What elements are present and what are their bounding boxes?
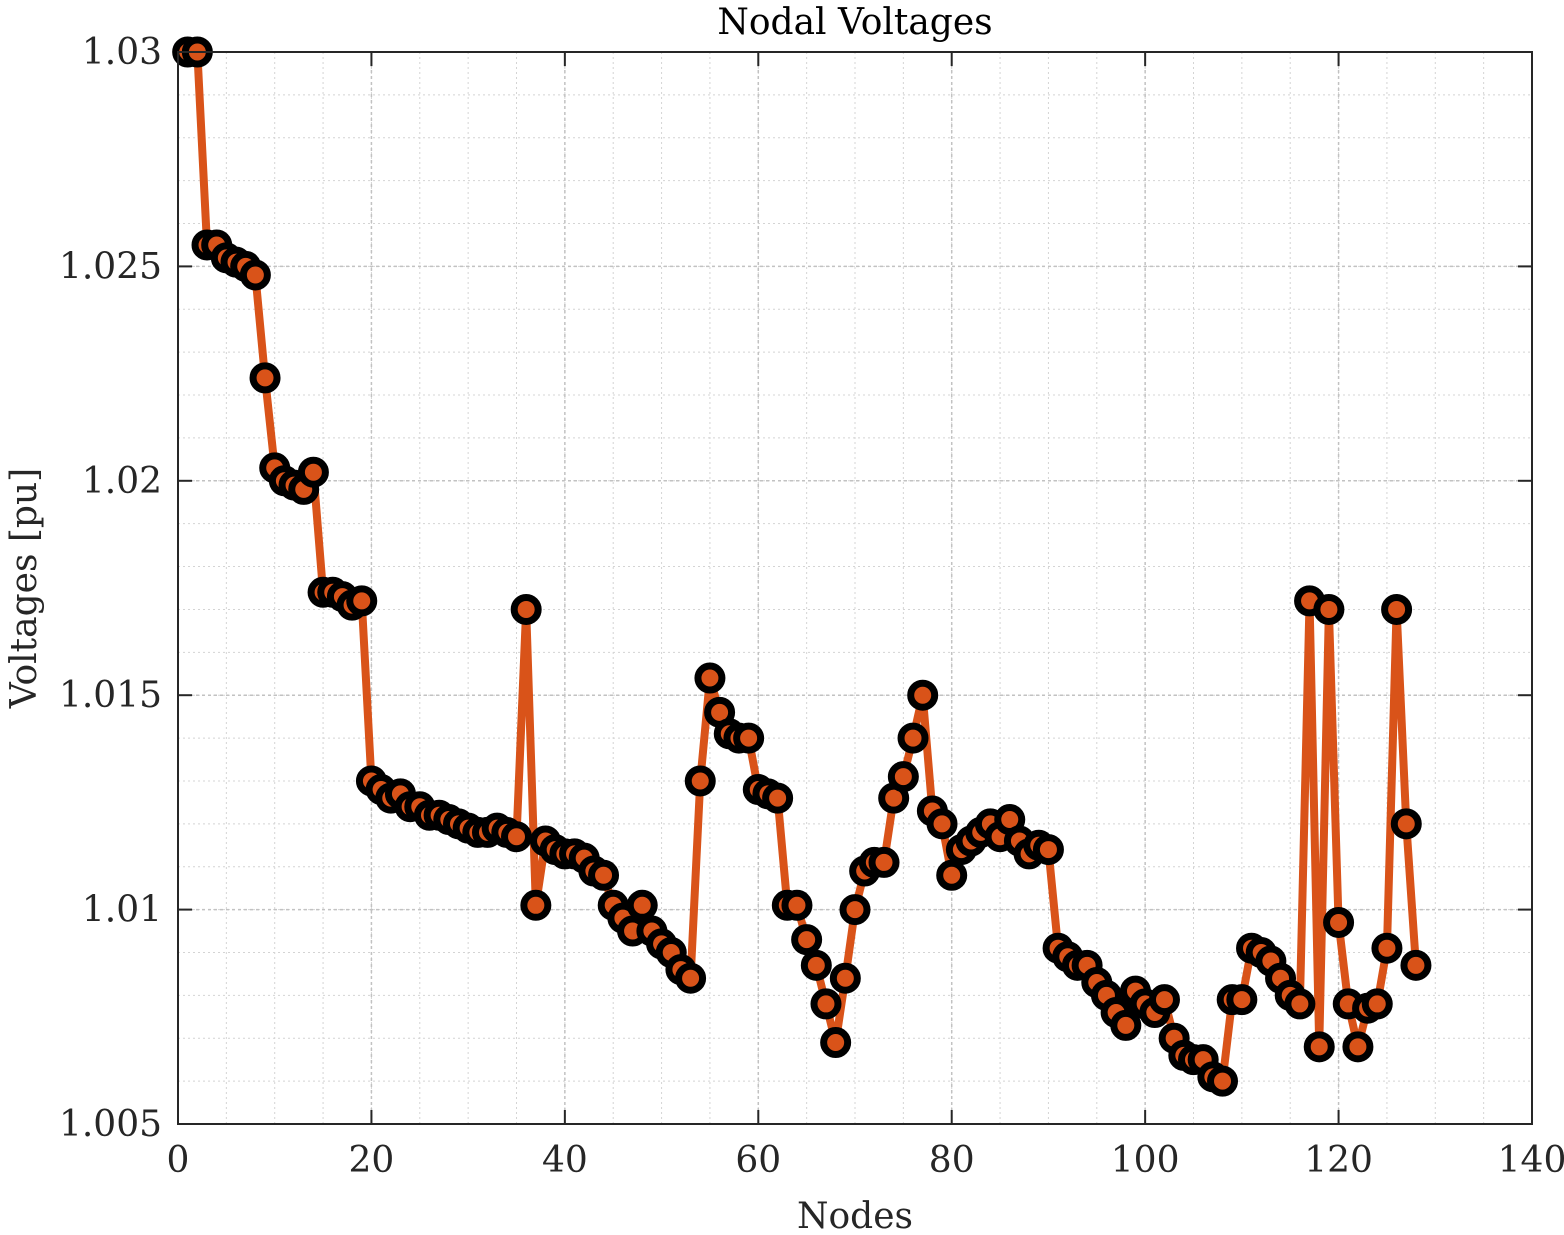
data-point bbox=[810, 988, 842, 1020]
data-point bbox=[897, 722, 929, 754]
y-tick-label: 1.025 bbox=[59, 246, 162, 287]
y-axis-title: Voltages [pu] bbox=[4, 468, 45, 709]
data-point bbox=[791, 924, 823, 956]
x-tick-label: 120 bbox=[1304, 1140, 1373, 1181]
x-tick-label: 60 bbox=[735, 1140, 781, 1181]
x-tick-label: 20 bbox=[349, 1140, 395, 1181]
x-tick-label: 80 bbox=[929, 1140, 975, 1181]
x-tick-label: 40 bbox=[542, 1140, 588, 1181]
data-point bbox=[1323, 906, 1355, 938]
data-point bbox=[297, 456, 329, 488]
data-point bbox=[249, 362, 281, 394]
data-point bbox=[1032, 834, 1064, 866]
data-point bbox=[907, 679, 939, 711]
data-point bbox=[1226, 984, 1258, 1016]
y-tick-label: 1.015 bbox=[59, 675, 162, 716]
x-tick-label: 0 bbox=[167, 1140, 190, 1181]
y-tick-label: 1.01 bbox=[82, 890, 162, 931]
data-point bbox=[501, 821, 532, 853]
data-point bbox=[1207, 1065, 1239, 1097]
data-point bbox=[520, 889, 552, 921]
data-point bbox=[1303, 1031, 1335, 1063]
data-point bbox=[1148, 984, 1180, 1016]
data-point bbox=[1361, 988, 1393, 1020]
data-point bbox=[1371, 932, 1403, 964]
data-point bbox=[781, 889, 813, 921]
data-point bbox=[800, 949, 832, 981]
x-tick-label: 140 bbox=[1498, 1140, 1564, 1181]
data-point bbox=[1313, 593, 1345, 625]
y-tick-label: 1.005 bbox=[59, 1104, 162, 1145]
data-point bbox=[1400, 949, 1432, 981]
chart-title: Nodal Voltages bbox=[717, 2, 992, 43]
data-point bbox=[675, 962, 707, 994]
data-point bbox=[626, 889, 658, 921]
data-point bbox=[820, 1027, 852, 1059]
data-point bbox=[239, 259, 271, 291]
data-point bbox=[1342, 1031, 1374, 1063]
data-point bbox=[346, 585, 378, 617]
data-point bbox=[684, 765, 716, 797]
data-point bbox=[733, 722, 765, 754]
series-layer bbox=[172, 36, 1432, 1097]
data-point bbox=[510, 593, 542, 625]
data-point bbox=[1381, 593, 1413, 625]
data-point bbox=[868, 846, 900, 878]
data-point bbox=[1390, 808, 1422, 840]
data-point bbox=[1284, 988, 1316, 1020]
data-point bbox=[829, 962, 861, 994]
axis-ticks bbox=[177, 51, 1533, 1125]
plot-area-frame bbox=[177, 51, 1533, 1125]
data-point bbox=[887, 761, 919, 793]
data-point bbox=[588, 859, 620, 891]
y-tick-label: 1.02 bbox=[82, 461, 162, 502]
x-tick-label: 100 bbox=[1111, 1140, 1180, 1181]
data-point bbox=[936, 859, 968, 891]
data-point bbox=[762, 782, 794, 814]
tick-labels: 0 20 40 60 80 100 120 140 1.005 1.01 1.015 1.02 1.02… bbox=[59, 32, 1564, 1181]
y-tick-label: 1.03 bbox=[82, 32, 162, 73]
data-point bbox=[1110, 1009, 1142, 1041]
x-axis-title: Nodes bbox=[797, 1196, 913, 1235]
data-point bbox=[839, 894, 871, 926]
data-point bbox=[926, 808, 958, 840]
data-point bbox=[694, 662, 726, 694]
